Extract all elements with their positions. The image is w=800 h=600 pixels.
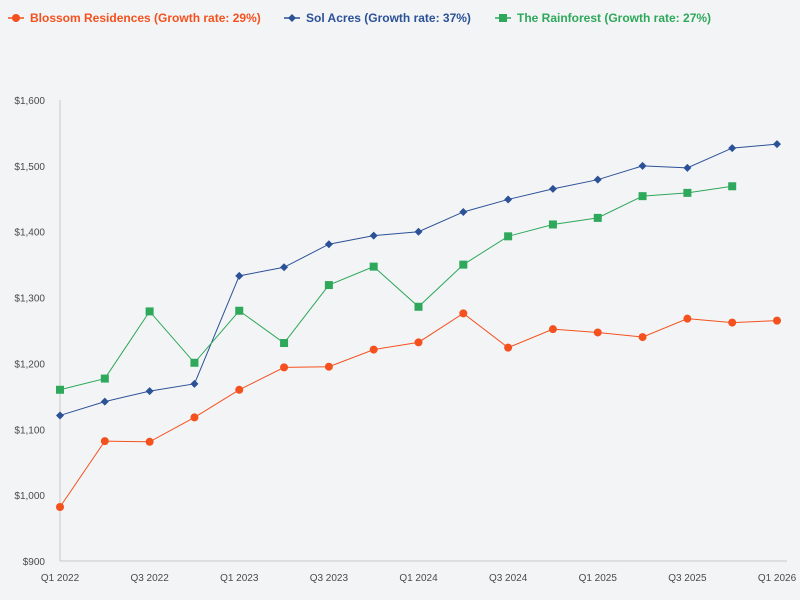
data-point	[100, 397, 109, 406]
x-tick-label: Q1 2025	[579, 573, 618, 584]
data-point	[414, 302, 423, 311]
data-point	[145, 387, 154, 396]
data-point	[324, 362, 333, 371]
legend: Blossom Residences (Growth rate: 29%) Sol…	[8, 11, 711, 25]
x-tick-label: Q1 2022	[41, 573, 80, 584]
data-point	[728, 318, 737, 327]
data-point	[145, 437, 154, 446]
data-point	[593, 175, 602, 184]
data-point	[728, 144, 737, 153]
data-point	[504, 195, 513, 204]
legend-label: Blossom Residences (Growth rate: 29%)	[30, 11, 261, 25]
data-point	[190, 379, 199, 388]
legend-label: Sol Acres (Growth rate: 37%)	[306, 11, 471, 25]
legend-item: The Rainforest (Growth rate: 27%)	[495, 11, 711, 25]
series-group	[56, 140, 781, 511]
legend-item: Blossom Residences (Growth rate: 29%)	[8, 11, 261, 25]
x-tick-label: Q1 2023	[220, 573, 259, 584]
y-tick-label: $1,200	[14, 359, 45, 370]
x-tick-label: Q3 2023	[310, 573, 349, 584]
data-point	[638, 192, 647, 201]
y-tick-label: $1,000	[14, 491, 45, 502]
data-point	[145, 307, 154, 316]
x-tick-label: Q3 2022	[130, 573, 169, 584]
data-point	[548, 220, 557, 229]
data-point	[235, 306, 244, 315]
data-point	[280, 339, 289, 348]
y-tick-label: $1,500	[14, 162, 45, 173]
series-line	[59, 185, 733, 391]
data-point	[235, 271, 244, 280]
series-circle	[56, 309, 781, 511]
data-point	[548, 184, 557, 193]
data-point	[504, 232, 513, 241]
data-point	[56, 385, 64, 394]
data-point	[280, 263, 289, 272]
data-point	[280, 363, 289, 372]
series-square	[56, 182, 737, 394]
data-point	[100, 374, 109, 383]
data-point	[369, 231, 378, 240]
y-tick-label: $1,400	[14, 228, 45, 239]
legend-marker	[12, 14, 20, 22]
y-tick-label: $1,600	[14, 96, 45, 107]
y-tick-label: $900	[23, 557, 46, 568]
y-tick-label: $1,100	[14, 425, 45, 436]
data-point	[459, 207, 468, 216]
data-point	[593, 328, 602, 337]
data-point	[728, 182, 737, 191]
data-point	[369, 262, 378, 271]
data-point	[459, 260, 468, 269]
data-point	[683, 314, 692, 323]
data-point	[190, 358, 199, 367]
x-tick-labels: Q1 2022 Q3 2022 Q1 2023 Q3 2023 Q1 2024 Q3 20…	[41, 573, 797, 584]
data-point	[369, 345, 378, 354]
data-point	[414, 338, 423, 347]
data-point	[414, 227, 423, 236]
data-point	[504, 343, 513, 352]
x-tick-label: Q3 2024	[489, 573, 528, 584]
x-tick-label: Q1 2024	[399, 573, 438, 584]
data-point	[56, 502, 64, 511]
data-point	[548, 325, 557, 334]
data-point	[683, 188, 692, 197]
data-point	[638, 161, 647, 170]
data-point	[100, 437, 109, 446]
data-point	[773, 316, 781, 325]
data-point	[324, 281, 333, 290]
legend-item: Sol Acres (Growth rate: 37%)	[284, 11, 471, 25]
y-tick-labels: $900 $1,000 $1,100 $1,200 $1,300 $1,400 $1,500…	[14, 96, 45, 568]
legend-marker	[288, 14, 296, 22]
data-point	[773, 140, 781, 149]
y-tick-label: $1,300	[14, 294, 45, 305]
data-point	[459, 309, 468, 318]
data-point	[593, 213, 602, 222]
series-line	[59, 143, 778, 416]
data-point	[324, 240, 333, 249]
data-point	[235, 385, 244, 394]
x-tick-label: Q3 2025	[668, 573, 707, 584]
legend-marker	[499, 14, 507, 22]
x-tick-label: Q1 2026	[758, 573, 797, 584]
data-point	[56, 411, 64, 420]
data-point	[190, 413, 199, 422]
data-point	[683, 163, 692, 172]
data-point	[638, 333, 647, 342]
series-diamond	[56, 140, 781, 420]
legend-label: The Rainforest (Growth rate: 27%)	[517, 11, 711, 25]
